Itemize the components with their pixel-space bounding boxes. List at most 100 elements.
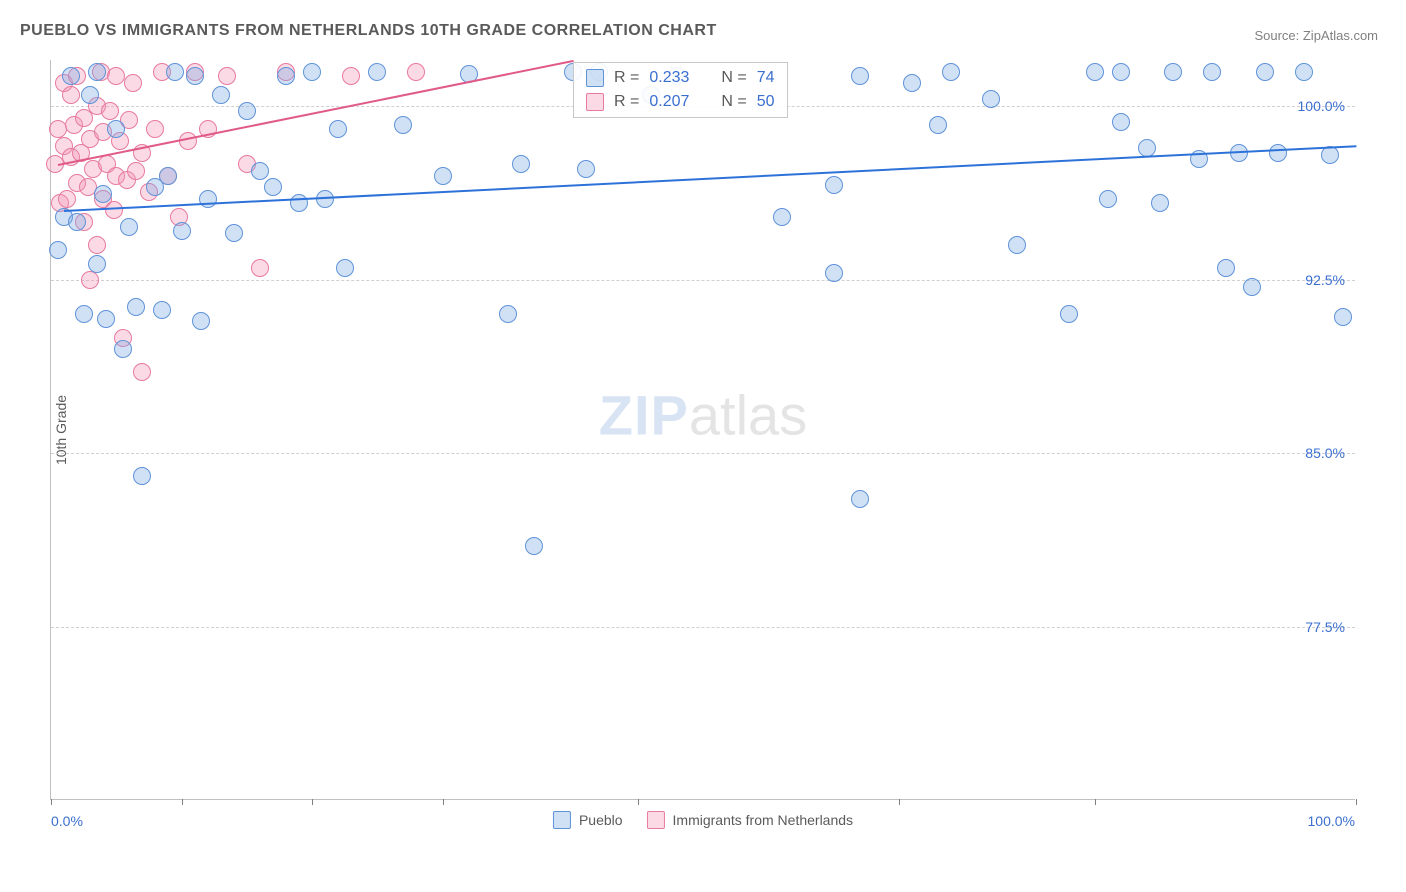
legend-swatch-series1 — [553, 811, 571, 829]
scatter-point-series1 — [49, 241, 67, 259]
scatter-point-series1 — [851, 490, 869, 508]
scatter-point-series1 — [192, 312, 210, 330]
scatter-point-series1 — [773, 208, 791, 226]
x-tick — [51, 799, 52, 805]
scatter-point-series1 — [1112, 63, 1130, 81]
legend-item-series2: Immigrants from Netherlands — [647, 811, 854, 829]
stat-n-value-1: 74 — [757, 69, 775, 87]
scatter-point-series2 — [101, 102, 119, 120]
scatter-point-series2 — [81, 271, 99, 289]
stat-r-label-2: R = — [614, 93, 639, 111]
scatter-point-series1 — [68, 213, 86, 231]
scatter-point-series1 — [212, 86, 230, 104]
scatter-point-series1 — [929, 116, 947, 134]
watermark: ZIPatlas — [599, 382, 807, 447]
scatter-point-series1 — [1086, 63, 1104, 81]
stat-r-value-1: 0.233 — [649, 69, 689, 87]
scatter-point-series2 — [127, 162, 145, 180]
x-tick — [638, 799, 639, 805]
scatter-point-series2 — [251, 259, 269, 277]
scatter-point-series1 — [1269, 144, 1287, 162]
y-tick-label: 92.5% — [1305, 272, 1345, 288]
x-tick — [1356, 799, 1357, 805]
legend-item-series1: Pueblo — [553, 811, 623, 829]
scatter-point-series1 — [251, 162, 269, 180]
scatter-point-series2 — [218, 67, 236, 85]
scatter-point-series2 — [58, 190, 76, 208]
scatter-point-series1 — [851, 67, 869, 85]
scatter-point-series1 — [394, 116, 412, 134]
scatter-point-series1 — [336, 259, 354, 277]
scatter-point-series2 — [105, 201, 123, 219]
scatter-point-series2 — [62, 86, 80, 104]
scatter-point-series1 — [982, 90, 1000, 108]
scatter-point-series1 — [94, 185, 112, 203]
stat-n-label-2: N = — [721, 93, 746, 111]
x-tick — [182, 799, 183, 805]
scatter-point-series2 — [146, 120, 164, 138]
x-tick — [312, 799, 313, 805]
scatter-point-series1 — [62, 67, 80, 85]
scatter-point-series1 — [277, 67, 295, 85]
scatter-point-series1 — [1008, 236, 1026, 254]
scatter-point-series1 — [81, 86, 99, 104]
scatter-point-series1 — [329, 120, 347, 138]
scatter-point-series2 — [342, 67, 360, 85]
scatter-point-series2 — [88, 236, 106, 254]
scatter-point-series1 — [75, 305, 93, 323]
scatter-point-series1 — [525, 537, 543, 555]
y-tick-label: 85.0% — [1305, 445, 1345, 461]
scatter-point-series1 — [1334, 308, 1352, 326]
scatter-point-series1 — [173, 222, 191, 240]
scatter-point-series1 — [97, 310, 115, 328]
gridline — [51, 280, 1355, 281]
scatter-point-series2 — [107, 67, 125, 85]
scatter-point-series1 — [1151, 194, 1169, 212]
stat-r-value-2: 0.207 — [649, 93, 689, 111]
scatter-point-series1 — [120, 218, 138, 236]
stat-row-series1: R = 0.233 N = 74 — [586, 69, 775, 87]
gridline — [51, 453, 1355, 454]
scatter-point-series2 — [124, 74, 142, 92]
scatter-point-series1 — [368, 63, 386, 81]
scatter-point-series1 — [225, 224, 243, 242]
scatter-point-series1 — [1295, 63, 1313, 81]
scatter-point-series1 — [159, 167, 177, 185]
swatch-series2 — [586, 93, 604, 111]
scatter-point-series1 — [577, 160, 595, 178]
chart-plot-area: 10th Grade 100.0%92.5%85.0%77.5% ZIPatla… — [50, 60, 1355, 800]
stat-n-label-1: N = — [721, 69, 746, 87]
x-tick — [1095, 799, 1096, 805]
scatter-point-series1 — [825, 176, 843, 194]
watermark-zip: ZIP — [599, 383, 689, 446]
gridline — [51, 627, 1355, 628]
scatter-point-series1 — [186, 67, 204, 85]
scatter-point-series1 — [903, 74, 921, 92]
chart-title: PUEBLO VS IMMIGRANTS FROM NETHERLANDS 10… — [20, 22, 717, 40]
scatter-point-series1 — [1164, 63, 1182, 81]
y-tick-label: 100.0% — [1298, 98, 1345, 114]
scatter-point-series1 — [238, 102, 256, 120]
scatter-point-series1 — [133, 467, 151, 485]
y-tick-label: 77.5% — [1305, 619, 1345, 635]
scatter-point-series1 — [107, 120, 125, 138]
legend-label-series1: Pueblo — [579, 812, 623, 828]
scatter-point-series1 — [942, 63, 960, 81]
x-axis-min-label: 0.0% — [51, 813, 83, 829]
scatter-point-series1 — [264, 178, 282, 196]
source-attribution: Source: ZipAtlas.com — [1254, 28, 1378, 43]
watermark-atlas: atlas — [689, 383, 807, 446]
scatter-point-series1 — [114, 340, 132, 358]
legend-label-series2: Immigrants from Netherlands — [673, 812, 854, 828]
correlation-legend-box: R = 0.233 N = 74 R = 0.207 N = 50 — [573, 62, 788, 118]
scatter-point-series1 — [1217, 259, 1235, 277]
scatter-point-series1 — [825, 264, 843, 282]
scatter-point-series1 — [512, 155, 530, 173]
scatter-point-series1 — [1203, 63, 1221, 81]
stat-r-label-1: R = — [614, 69, 639, 87]
scatter-point-series1 — [1060, 305, 1078, 323]
x-axis-max-label: 100.0% — [1308, 813, 1355, 829]
scatter-point-series1 — [153, 301, 171, 319]
stat-n-value-2: 50 — [757, 93, 775, 111]
x-tick — [443, 799, 444, 805]
